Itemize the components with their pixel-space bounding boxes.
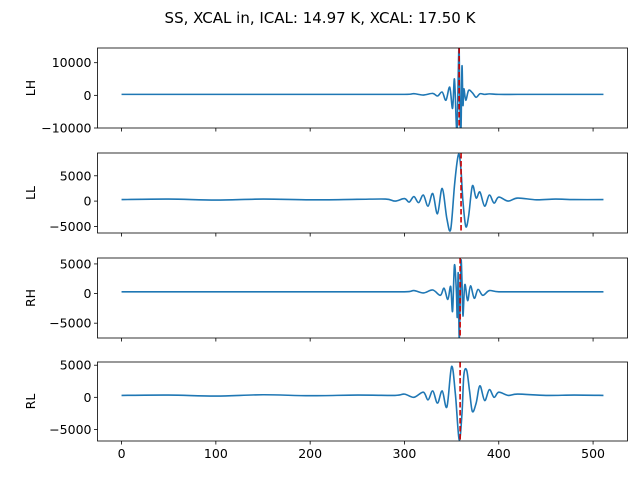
subplot-rh: −5000 0 5000 RH — [23, 256, 628, 342]
signal-line-rh — [121, 258, 604, 338]
axes-frame-ll — [97, 152, 628, 234]
y-tick-label: 5000 — [60, 168, 92, 183]
subplots-group: −10000010000LH−500005000LL−500005000RH−5… — [23, 47, 628, 461]
axes-frame-rl — [97, 361, 628, 442]
y-tick-label: −5000 — [49, 316, 91, 331]
axes-frame-lh — [97, 47, 628, 129]
y-tick-label: 5000 — [60, 358, 92, 373]
y-tick-label: 0 — [84, 88, 92, 103]
y-tick-label: 0 — [84, 286, 92, 301]
y-tick-label: 0 — [84, 390, 92, 405]
subplot-lh: −10000 0 10000 LH — [23, 47, 628, 136]
subplot-ll: −5000 0 5000 LL — [23, 152, 628, 237]
x-tick-label: 400 — [487, 446, 511, 461]
signal-line-rl — [121, 365, 604, 441]
y-tick-label: −5000 — [49, 422, 91, 437]
y-tick-label: 5000 — [60, 256, 92, 271]
y-tick-label: 10000 — [52, 55, 92, 70]
y-axis-label-rl: RL — [23, 394, 38, 410]
signal-line-ll — [121, 153, 604, 232]
axes-frame-rh — [97, 257, 628, 339]
y-tick-label: −5000 — [49, 219, 91, 234]
y-axis-label-lh: LH — [23, 80, 38, 96]
x-tick-label: 300 — [393, 446, 417, 461]
x-tick-label: 200 — [298, 446, 322, 461]
y-axis-label-ll: LL — [23, 186, 38, 200]
y-axis-label-rh: RH — [23, 289, 38, 307]
x-tick-label: 100 — [204, 446, 228, 461]
y-tick-label: 0 — [84, 194, 92, 209]
subplot-rl: −5000 0 5000 0 100 200 300 400 500 RL — [23, 358, 628, 461]
x-tick-label: 0 — [118, 446, 126, 461]
y-tick-label: −10000 — [41, 121, 91, 136]
signal-line-lh — [121, 48, 604, 128]
chart-title: SS, XCAL in, ICAL: 14.97 K, XCAL: 17.50 … — [165, 9, 477, 27]
x-tick-label: 500 — [581, 446, 605, 461]
